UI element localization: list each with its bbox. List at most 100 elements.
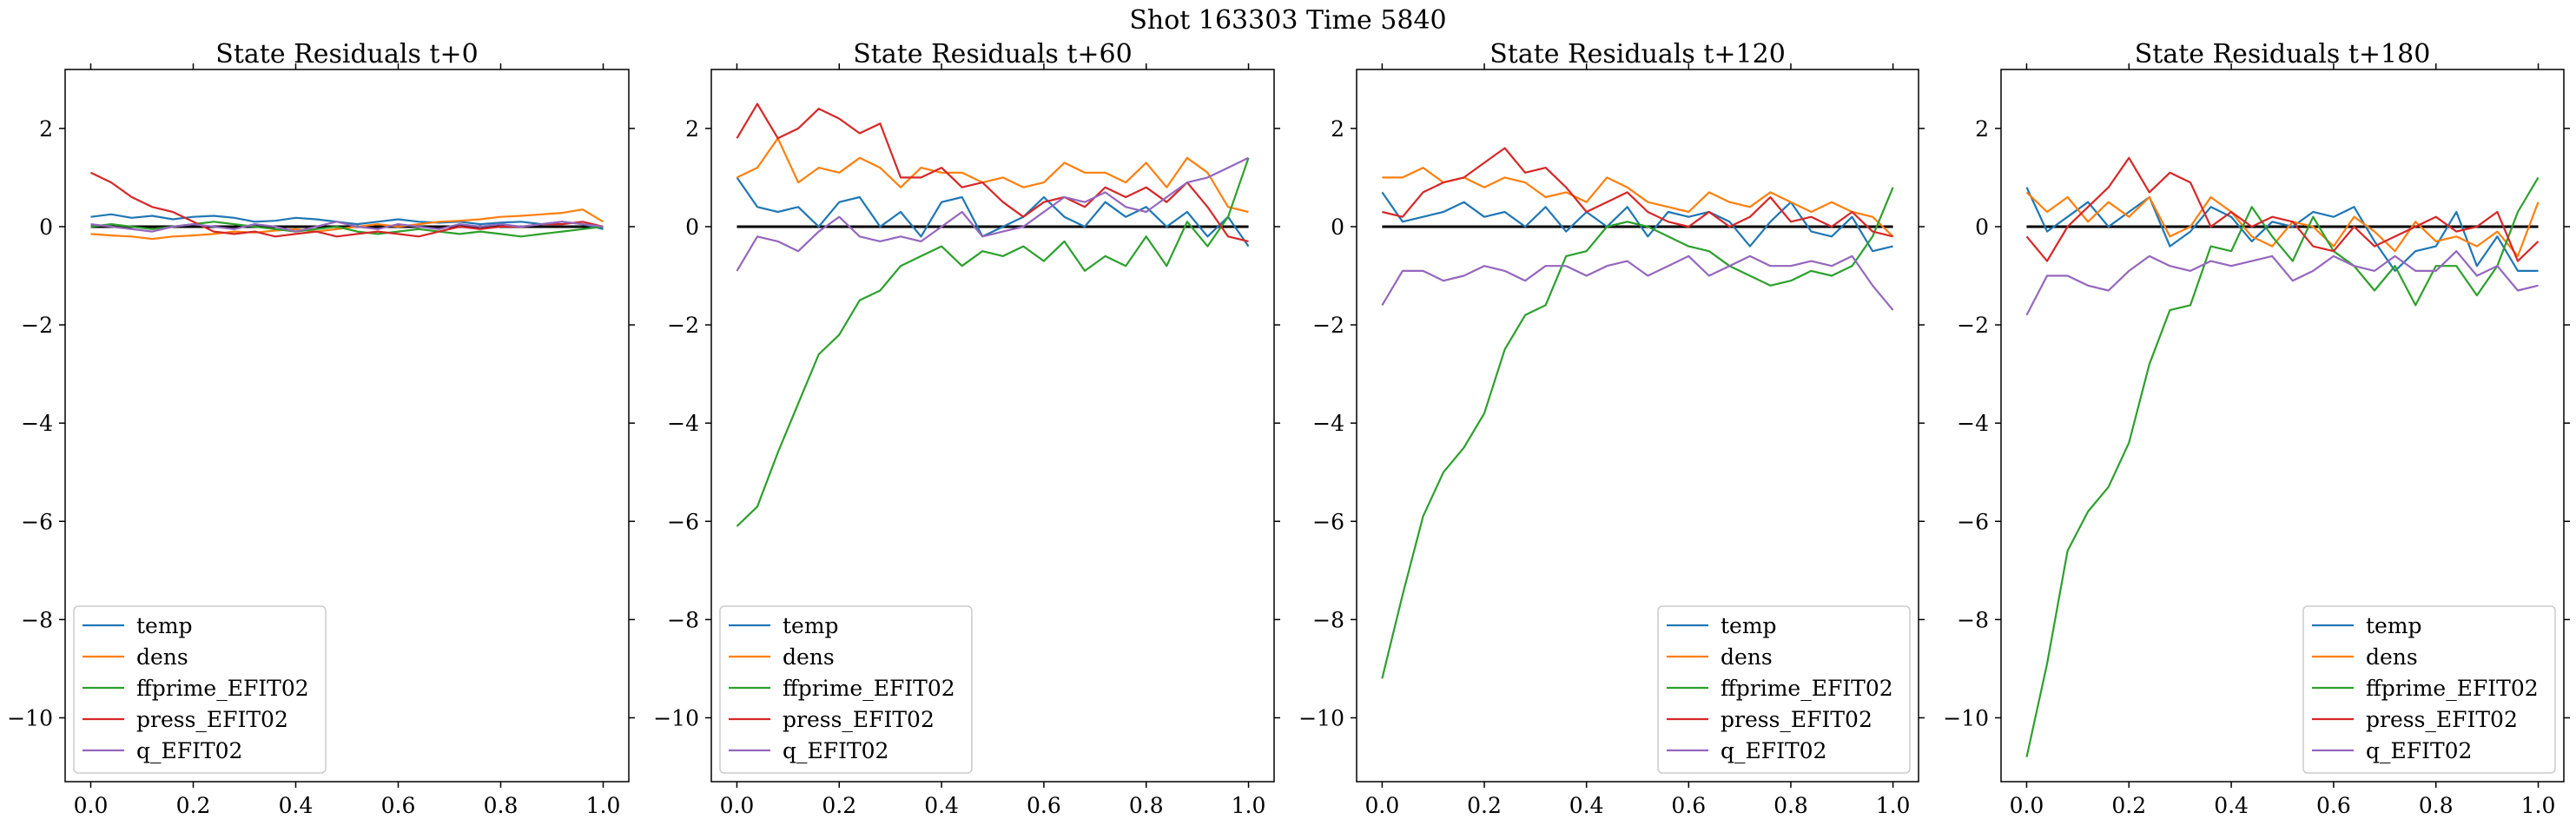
x-tick-label: 0.8 bbox=[484, 793, 519, 818]
x-tick-label: 0.4 bbox=[2214, 793, 2249, 818]
x-tick-label: 1.0 bbox=[1232, 793, 1266, 818]
legend-label: q_EFIT02 bbox=[1721, 738, 1826, 763]
series-line-ffprime_EFIT02 bbox=[2025, 176, 2540, 757]
series-line-q_EFIT02 bbox=[1381, 254, 1894, 311]
legend-label: q_EFIT02 bbox=[2366, 738, 2472, 763]
chart-panel-3: State Residuals t+180 0.0 0.2 0.4 0.6 0.8 1.0 2… bbox=[1943, 39, 2570, 818]
y-tick-label: −8 bbox=[667, 607, 699, 632]
y-tick-label: 0 bbox=[39, 215, 53, 240]
series-line-q_EFIT02 bbox=[736, 156, 1249, 272]
x-tick-label: 0.0 bbox=[1365, 793, 1400, 818]
y-tick-label: −6 bbox=[667, 509, 699, 534]
x-tick-label: 0.6 bbox=[1671, 793, 1706, 818]
y-tick-label: −2 bbox=[1957, 313, 1989, 338]
chart-title: State Residuals t+0 bbox=[215, 39, 478, 69]
legend-label: temp bbox=[2366, 613, 2422, 638]
chart-panel-0: State Residuals t+0 0.0 0.2 0.4 0.6 0.8 1.0 2 0 −… bbox=[7, 39, 635, 818]
y-tick-label: −8 bbox=[1312, 607, 1344, 632]
x-tick-label: 0.8 bbox=[1773, 793, 1808, 818]
legend-label: ffprime_EFIT02 bbox=[1721, 676, 1893, 701]
legend: temp dens ffprime_EFIT02 press_EFIT02 q_EFIT… bbox=[719, 605, 973, 774]
chart-panel-2: State Residuals t+120 0.0 0.2 0.4 0.6 0.8 1.0 2… bbox=[1298, 39, 1925, 818]
y-tick-label: −8 bbox=[21, 607, 53, 632]
y-tick-label: 2 bbox=[39, 116, 53, 142]
x-tick-label: 1.0 bbox=[586, 793, 621, 818]
x-tick-label: 0.4 bbox=[924, 793, 959, 818]
x-tick-label: 0.8 bbox=[1129, 793, 1164, 818]
series-line-ffprime_EFIT02 bbox=[736, 157, 1250, 527]
x-tick-label: 0.2 bbox=[2111, 793, 2146, 818]
series-line-dens bbox=[736, 137, 1249, 214]
series-line-q_EFIT02 bbox=[2025, 250, 2539, 316]
legend-box bbox=[1657, 605, 1911, 774]
series-line-dens bbox=[90, 208, 604, 241]
x-tick-label: 0.4 bbox=[1569, 793, 1604, 818]
series-line-ffprime_EFIT02 bbox=[1381, 187, 1894, 679]
y-tick-label: −6 bbox=[1312, 509, 1344, 534]
legend: temp dens ffprime_EFIT02 press_EFIT02 q_EFIT… bbox=[1657, 605, 1911, 774]
figure-suptitle: Shot 163303 Time 5840 bbox=[1129, 5, 1446, 36]
plot-frame bbox=[64, 69, 630, 783]
legend-box bbox=[2302, 605, 2556, 774]
legend-label: q_EFIT02 bbox=[136, 738, 242, 763]
plot-frame bbox=[1356, 69, 1919, 783]
y-tick-label: −10 bbox=[653, 705, 699, 730]
y-tick-label: 2 bbox=[1975, 116, 1989, 142]
legend-label: temp bbox=[136, 613, 193, 638]
chart-title: State Residuals t+180 bbox=[2135, 39, 2431, 69]
x-tick-label: 0.6 bbox=[2316, 793, 2351, 818]
y-tick-label: −2 bbox=[667, 313, 699, 338]
series-line-temp bbox=[2025, 187, 2539, 272]
legend-label: dens bbox=[2366, 644, 2418, 670]
y-tick-label: −2 bbox=[21, 313, 53, 338]
y-tick-label: 2 bbox=[1331, 116, 1344, 142]
x-tick-label: 1.0 bbox=[1876, 793, 1911, 818]
legend-label: press_EFIT02 bbox=[2366, 707, 2518, 732]
legend-label: ffprime_EFIT02 bbox=[136, 676, 309, 701]
y-tick-label: 0 bbox=[685, 215, 699, 240]
x-tick-label: 0.0 bbox=[720, 793, 755, 818]
legend-label: press_EFIT02 bbox=[136, 707, 288, 732]
x-tick-label: 0.2 bbox=[822, 793, 856, 818]
y-tick-label: −10 bbox=[1298, 705, 1344, 730]
x-tick-label: 0.6 bbox=[381, 793, 416, 818]
x-tick-label: 0.6 bbox=[1027, 793, 1061, 818]
y-tick-label: −4 bbox=[667, 411, 699, 436]
x-tick-label: 1.0 bbox=[2521, 793, 2556, 818]
legend: temp dens ffprime_EFIT02 press_EFIT02 q_EFIT… bbox=[2302, 605, 2556, 774]
chart-title: State Residuals t+120 bbox=[1489, 39, 1786, 69]
x-tick-label: 0.4 bbox=[279, 793, 314, 818]
x-tick-label: 0.2 bbox=[176, 793, 211, 818]
y-tick-label: −10 bbox=[7, 705, 53, 730]
legend-label: ffprime_EFIT02 bbox=[2366, 676, 2539, 701]
legend-label: q_EFIT02 bbox=[783, 738, 888, 763]
legend-box bbox=[719, 605, 973, 774]
charts: State Residuals t+0 0.0 0.2 0.4 0.6 0.8 1.0 2 0 −… bbox=[7, 39, 2570, 818]
y-tick-label: −4 bbox=[1312, 411, 1344, 436]
x-tick-label: 0.0 bbox=[2010, 793, 2044, 818]
series-line-q_EFIT02 bbox=[90, 221, 604, 233]
series-line-press_EFIT02 bbox=[2025, 156, 2540, 262]
x-tick-label: 0.8 bbox=[2419, 793, 2454, 818]
y-tick-label: −6 bbox=[1957, 509, 1989, 534]
y-tick-label: −10 bbox=[1943, 705, 1989, 730]
y-tick-label: 0 bbox=[1331, 215, 1344, 240]
y-tick-label: −4 bbox=[1957, 411, 1989, 436]
legend: temp dens ffprime_EFIT02 press_EFIT02 q_EFIT… bbox=[73, 605, 327, 774]
series-line-temp bbox=[1381, 191, 1893, 253]
y-tick-label: 0 bbox=[1975, 215, 1989, 240]
plot-frame bbox=[710, 69, 1275, 783]
legend-label: dens bbox=[783, 644, 835, 670]
y-tick-label: −4 bbox=[21, 411, 53, 436]
chart-panel-1: State Residuals t+60 0.0 0.2 0.4 0.6 0.8 1.0 2 0… bbox=[653, 39, 1280, 818]
series-line-dens bbox=[2025, 191, 2540, 257]
legend-label: press_EFIT02 bbox=[1721, 707, 1873, 732]
x-tick-label: 0.0 bbox=[74, 793, 109, 818]
y-tick-label: −8 bbox=[1957, 607, 1989, 632]
chart-title: State Residuals t+60 bbox=[853, 39, 1132, 69]
legend-box bbox=[73, 605, 327, 774]
plot-frame bbox=[2000, 69, 2565, 783]
legend-label: dens bbox=[1721, 644, 1773, 670]
legend-label: press_EFIT02 bbox=[783, 707, 935, 732]
